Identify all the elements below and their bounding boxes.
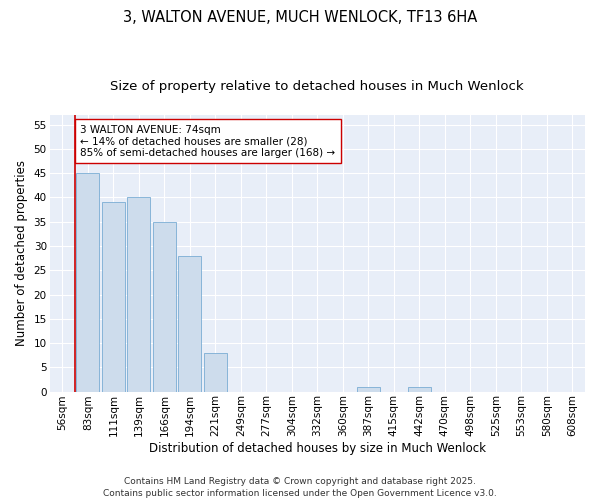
Bar	[76, 173, 100, 392]
Bar	[204, 352, 227, 392]
Bar	[357, 386, 380, 392]
Text: Contains HM Land Registry data © Crown copyright and database right 2025.
Contai: Contains HM Land Registry data © Crown c…	[103, 476, 497, 498]
Bar	[178, 256, 201, 392]
Y-axis label: Number of detached properties: Number of detached properties	[15, 160, 28, 346]
Bar	[408, 386, 431, 392]
Text: 3 WALTON AVENUE: 74sqm
← 14% of detached houses are smaller (28)
85% of semi-det: 3 WALTON AVENUE: 74sqm ← 14% of detached…	[80, 124, 335, 158]
Text: 3, WALTON AVENUE, MUCH WENLOCK, TF13 6HA: 3, WALTON AVENUE, MUCH WENLOCK, TF13 6HA	[123, 10, 477, 25]
Title: Size of property relative to detached houses in Much Wenlock: Size of property relative to detached ho…	[110, 80, 524, 93]
Bar	[153, 222, 176, 392]
Bar	[102, 202, 125, 392]
Bar	[127, 198, 150, 392]
X-axis label: Distribution of detached houses by size in Much Wenlock: Distribution of detached houses by size …	[149, 442, 486, 455]
